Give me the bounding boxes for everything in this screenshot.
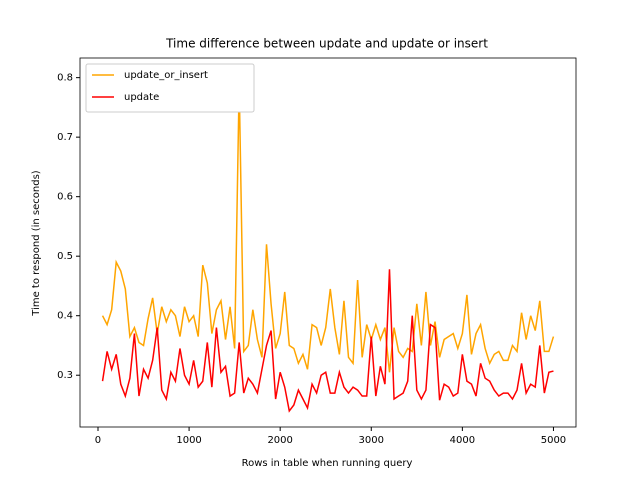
legend-box bbox=[85, 63, 255, 113]
x-tick-label: 5000 bbox=[541, 435, 566, 446]
x-tick-label: 3000 bbox=[359, 435, 384, 446]
x-tick-label: 1000 bbox=[176, 435, 201, 446]
y-tick-label: 0.4 bbox=[57, 311, 73, 322]
y-tick-label: 0.7 bbox=[57, 132, 73, 143]
legend-label: update bbox=[124, 92, 159, 103]
y-tick-label: 0.3 bbox=[57, 370, 73, 381]
series-line bbox=[101, 83, 555, 373]
plot-frame bbox=[79, 57, 577, 428]
y-axis-label: Time to respond (in seconds) bbox=[31, 170, 42, 317]
legend-label: update_or_insert bbox=[124, 70, 208, 81]
y-tick-label: 0.8 bbox=[57, 73, 73, 84]
x-tick-label: 4000 bbox=[450, 435, 475, 446]
x-tick-label: 0 bbox=[95, 435, 101, 446]
chart-title: Time difference between update and updat… bbox=[165, 37, 488, 51]
series-line bbox=[101, 269, 554, 413]
x-axis-label: Rows in table when running query bbox=[242, 458, 413, 469]
y-tick-label: 0.6 bbox=[57, 192, 73, 203]
y-tick-label: 0.5 bbox=[57, 251, 73, 262]
x-tick-label: 2000 bbox=[267, 435, 292, 446]
